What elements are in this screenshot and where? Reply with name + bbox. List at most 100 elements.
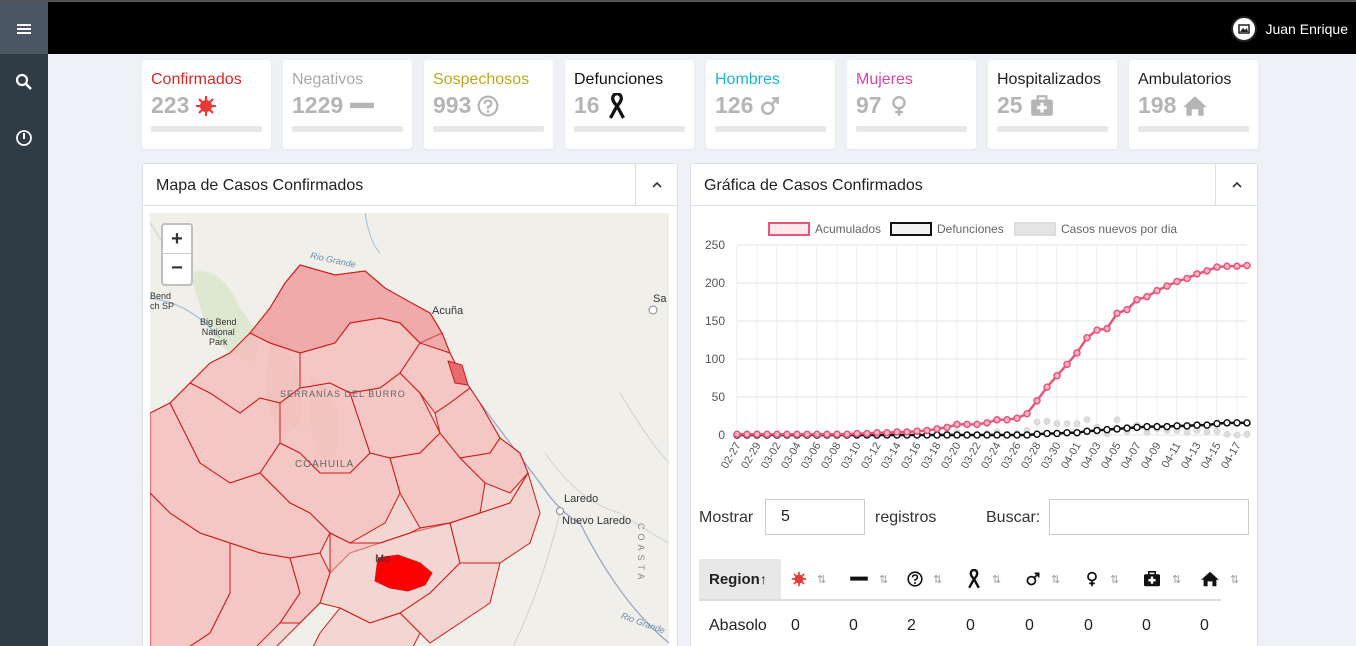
male-icon — [1025, 571, 1041, 587]
stat-card-bar — [151, 126, 262, 132]
table-cell: 0 — [849, 617, 858, 634]
user-name: Juan Enrique — [1265, 21, 1348, 37]
column-home[interactable]: ⇅ — [1200, 559, 1239, 599]
data-point — [1183, 422, 1191, 430]
search-label: Buscar: — [986, 509, 1041, 526]
chart-panel-title: Gráfica de Casos Confirmados — [704, 177, 923, 194]
map-collapse-button[interactable] — [635, 164, 677, 205]
data-point — [1093, 426, 1101, 435]
table-row[interactable]: Abasolo 0 0 2 0 0 0 0 0 — [699, 611, 1221, 641]
data-point — [913, 427, 921, 435]
chart-collapse-button[interactable] — [1215, 164, 1257, 205]
column-question-circle[interactable]: ⇅ — [907, 559, 942, 599]
stat-card-hospitalizados: Hospitalizados 25 — [988, 60, 1117, 149]
data-point — [1073, 349, 1081, 357]
data-point — [1053, 429, 1061, 438]
question-circle-icon — [907, 571, 923, 587]
map-canvas — [150, 213, 669, 646]
sort-asc-icon: ↑ — [759, 571, 767, 587]
column-ribbon[interactable]: ⇅ — [966, 559, 1001, 599]
stat-card-title: Sospechosos — [433, 71, 530, 88]
medkit-icon — [1142, 571, 1162, 587]
sort-icon: ⇅ — [992, 573, 1002, 586]
data-point — [1003, 431, 1011, 439]
column-region[interactable]: Region ↑ — [699, 559, 781, 599]
data-point — [1023, 409, 1031, 418]
show-label: Mostrar — [699, 509, 754, 526]
home-icon — [1182, 95, 1208, 117]
stat-card-value: 16 — [574, 92, 600, 118]
stat-card-bar — [292, 126, 403, 132]
data-point — [1243, 261, 1251, 270]
data-point — [1233, 431, 1241, 439]
data-point — [933, 425, 941, 433]
stat-card-ambulatorios: Ambulatorios 198 — [1129, 60, 1258, 149]
map-label-mo: Mo — [375, 553, 391, 565]
y-tick-label: 100 — [705, 352, 725, 366]
stat-card-value: 126 — [715, 92, 754, 118]
data-point — [1043, 429, 1051, 438]
stat-card-hombres: Hombres 126 — [706, 60, 835, 149]
data-point — [1133, 295, 1141, 304]
data-point — [853, 429, 861, 438]
stat-card-value-wrap: 223 — [151, 92, 217, 119]
search-icon[interactable] — [12, 70, 36, 94]
series-line-0 — [737, 264, 1248, 436]
data-point — [1153, 286, 1161, 295]
stat-card-bar — [856, 126, 967, 132]
stat-card-value-wrap: 25 — [997, 92, 1055, 119]
chevron-up-icon — [1231, 181, 1242, 188]
data-point — [1123, 424, 1131, 432]
sort-icon: ⇅ — [1110, 573, 1120, 586]
zoom-out-button[interactable]: − — [171, 257, 183, 279]
column-virus[interactable]: ⇅ — [791, 559, 826, 599]
data-point — [1093, 326, 1101, 334]
search-input[interactable] — [1049, 499, 1249, 535]
column-male[interactable]: ⇅ — [1025, 559, 1060, 599]
legend-label: Defunciones — [937, 222, 1004, 236]
data-point — [993, 431, 1001, 439]
data-point — [803, 430, 811, 438]
female-icon — [888, 95, 910, 117]
data-point — [1013, 431, 1021, 439]
table-cell: 0 — [791, 617, 800, 634]
stat-card-bar — [997, 126, 1108, 132]
stat-card-sospechosos: Sospechosos 993 — [424, 60, 553, 149]
hamburger-icon — [17, 24, 31, 34]
table-cell: 0 — [1084, 617, 1093, 634]
table-cell: 0 — [1142, 617, 1151, 634]
stat-card-value: 1229 — [292, 92, 344, 118]
menu-toggle-button[interactable] — [0, 2, 48, 56]
map[interactable]: + − Rio Grande Bend ch SP Big Bend Natio… — [150, 213, 669, 646]
data-point — [923, 426, 931, 435]
user-menu[interactable]: Juan Enrique — [1231, 16, 1348, 42]
data-point — [1063, 360, 1071, 369]
data-point — [1113, 309, 1121, 318]
top-bar: Juan Enrique — [0, 0, 1356, 56]
page-size-input[interactable]: 5 — [765, 499, 865, 535]
data-point — [753, 430, 761, 438]
y-tick-label: 200 — [705, 276, 725, 290]
data-point — [823, 430, 831, 438]
data-point — [1013, 414, 1021, 423]
map-label-coasta: COASTA — [636, 523, 646, 584]
data-point — [1163, 422, 1171, 431]
x-tick-label: 04-17 — [1219, 441, 1243, 471]
dashboard-icon[interactable] — [12, 126, 36, 150]
column-female[interactable]: ⇅ — [1084, 559, 1119, 599]
data-point — [1023, 431, 1031, 439]
zoom-in-button[interactable]: + — [163, 225, 191, 254]
data-point — [1203, 421, 1211, 429]
data-point — [1173, 277, 1181, 286]
legend-swatch — [890, 222, 932, 236]
data-point — [1063, 428, 1071, 437]
column-minus[interactable]: ⇅ — [849, 559, 888, 599]
column-medkit[interactable]: ⇅ — [1142, 559, 1181, 599]
stat-card-title: Defunciones — [574, 71, 663, 88]
records-label: registros — [875, 509, 937, 526]
legend-swatch — [1014, 222, 1056, 236]
data-point — [993, 416, 1001, 424]
data-point — [1073, 420, 1081, 428]
stat-card-bar — [433, 126, 544, 132]
minus-icon — [349, 95, 375, 117]
